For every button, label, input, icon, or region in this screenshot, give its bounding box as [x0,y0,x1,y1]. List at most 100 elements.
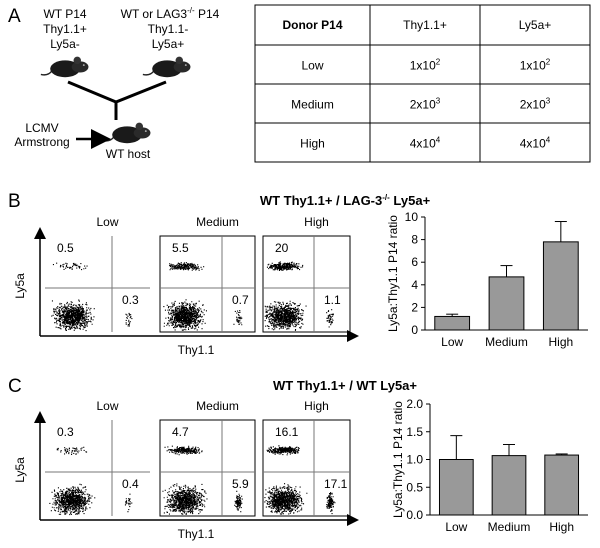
table-cell: 1x102 [410,58,441,73]
y-tick-label: 0.0 [406,508,423,522]
axis-label: Thy1.1 [178,343,215,357]
panel-letter: A [8,6,21,27]
table-header: Thy1.1+ [403,18,447,32]
text-part: WT Thy1.1+ / LAG-3 [260,193,382,208]
panel-title: WT Thy1.1+ / WT Ly5a+ [273,378,417,393]
axis-label: Thy1.1 [178,527,215,541]
table-cell: Low [301,59,323,73]
donor-label: Ly5a+ [152,37,185,51]
donor-label: WT P14 [43,7,86,21]
superscript: -/- [187,6,195,15]
quadrant-value: 0.7 [232,293,249,307]
text-part: 2x10 [520,98,546,112]
flow-dots [326,492,336,515]
flow-dots [56,446,88,455]
donor-label: Thy1.1+ [43,22,87,36]
plot-frame [159,419,256,517]
table: Donor P14 Thy1.1+ Ly5a+Low 1x102 1x102Medium… [254,4,591,163]
donor-label: WT or LAG3-/- P14 [121,6,220,21]
x-tick-label: Medium [488,520,531,534]
superscript: 4 [546,136,551,145]
donor-label: Thy1.1- [148,22,189,36]
flow-dots [163,299,207,331]
superscript: -/- [382,193,390,202]
plot-frame [262,235,351,333]
text-part: 4x10 [520,137,546,151]
table-cell: 2x103 [520,97,551,112]
axis-label: Ly5a [13,273,27,299]
mouse-icon [40,55,90,78]
y-tick-label: 1.0 [406,453,423,467]
flow-dots [162,483,208,515]
x-tick-label: Low [445,520,467,534]
text-part: 1x10 [520,59,546,73]
merge-arrow [67,80,167,120]
flow-dots [51,299,95,332]
y-tick-label: 2 [411,300,418,314]
flow-dots [234,490,243,513]
quadrant-value: 0.3 [122,293,139,307]
y-tick-label: 8 [411,233,418,247]
flow-dots [233,310,243,326]
table-header: Ly5a+ [519,18,552,32]
x-tick-label: High [548,335,573,349]
quadrant-value: 16.1 [275,425,299,439]
quadrant-value: 20 [275,241,289,255]
bar [488,276,525,331]
x-tick-label: Low [441,335,463,349]
flow-dots [169,262,205,271]
flow-dots [124,493,133,513]
quadrant-value: 4.7 [172,425,189,439]
quadrant-value: 5.9 [232,477,249,491]
quadrant-value: 0.3 [57,425,74,439]
superscript: 3 [546,97,551,106]
plot-label: Low [96,399,118,413]
bar [438,459,474,516]
y-tick-label: 1.5 [406,425,423,439]
flow-dots [164,445,203,456]
text-part: P14 [195,7,220,21]
plot-label: High [304,215,329,229]
table-cell: 1x102 [520,58,551,73]
plot-frame [262,419,351,517]
superscript: 4 [436,136,441,145]
panel-title: WT Thy1.1+ / LAG-3-/- Ly5a+ [260,193,431,208]
mouse-icon [102,121,152,144]
quadrant-value: 5.5 [172,241,189,255]
y-tick-label: 0 [411,323,418,337]
bar [542,241,579,331]
y-tick-label: 6 [411,255,418,269]
table-cell: 2x103 [410,97,441,112]
table-cell: Medium [291,98,334,112]
text-part: WT or LAG3 [121,7,188,21]
quadrant-value: 0.5 [57,241,74,255]
y-tick-label: 2.0 [406,397,423,411]
x-tick-label: High [549,520,574,534]
superscript: 2 [546,58,551,67]
x-tick-label: Medium [485,335,528,349]
text-part: 1x10 [410,59,436,73]
plot-label: High [304,399,329,413]
plot-frame [159,235,256,333]
flow-dots [326,309,334,328]
y-tick-label: 0.5 [406,480,423,494]
flow-dots [49,483,96,516]
y-axis-label: Ly5a:Thy1.1 P14 ratio [386,215,400,332]
quadrant-value: 17.1 [324,477,348,491]
superscript: 2 [436,58,441,67]
text-part: 2x10 [410,98,436,112]
panel-letter: C [8,376,22,397]
table-cell: High [300,137,325,151]
text-part: 4x10 [410,137,436,151]
flow-dots [266,445,300,456]
host-label: WT host [106,147,151,161]
bar [544,454,580,516]
mouse-icon [142,55,192,78]
infection-label: LCMV [25,121,58,135]
y-tick-label: 10 [405,210,419,224]
superscript: 3 [436,97,441,106]
donor-label: Ly5a- [50,37,80,51]
quadrant-value: 1.1 [324,293,341,307]
flow-dots [125,312,133,327]
